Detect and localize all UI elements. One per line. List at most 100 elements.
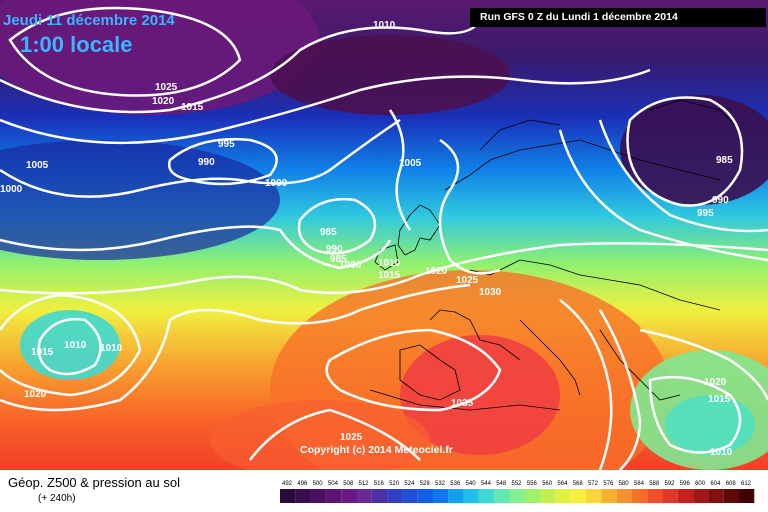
scale-tick-label: 556 [527, 481, 538, 487]
scale-tick-label: 612 [741, 481, 752, 487]
map-canvas: 1010 1025 1020 1015 995 990 1000 1005 10… [0, 0, 768, 470]
forecast-time: 1:00 locale [20, 32, 133, 57]
scale-swatch [417, 489, 433, 503]
scale-swatch [433, 489, 449, 503]
isobar-label: 1010 [373, 20, 396, 31]
scale-tick-label: 608 [726, 481, 737, 487]
scale-tick-label: 512 [359, 481, 370, 487]
isobar-label: 1010 [100, 343, 123, 354]
isobar-label: 1005 [26, 160, 49, 171]
scale-swatch [494, 489, 510, 503]
scale-tick-label: 524 [404, 481, 415, 487]
scale-swatch [570, 489, 586, 503]
scale-tick-label: 532 [435, 481, 446, 487]
scale-swatch [463, 489, 479, 503]
scale-swatch [325, 489, 342, 503]
isobar-label: 985 [716, 155, 733, 166]
isobar-label: 1000 [339, 260, 362, 271]
scale-swatch [371, 489, 388, 503]
scale-tick-label: 540 [466, 481, 477, 487]
isobar-label: 990 [326, 244, 343, 255]
isobar-label: 1015 [708, 394, 731, 405]
isobar-label: 1030 [479, 287, 502, 298]
scale-tick-label: 528 [420, 481, 431, 487]
scale-tick-label: 516 [374, 481, 385, 487]
legend-subtitle: (+ 240h) [38, 493, 76, 504]
isobar-label: 990 [712, 195, 729, 206]
model-run-label: Run GFS 0 Z du Lundi 1 décembre 2014 [470, 8, 766, 27]
copyright-text: Copyright (c) 2014 Meteociel.fr [300, 444, 453, 456]
scale-swatch [540, 489, 556, 503]
isobar-label: 1015 [31, 347, 54, 358]
scale-tick-label: 596 [680, 481, 691, 487]
low-pressure-zone [0, 0, 320, 115]
scale-swatch [616, 489, 632, 503]
scale-tick-label: 544 [481, 481, 492, 487]
scale-swatch [647, 489, 663, 503]
scale-tick-label: 572 [588, 481, 599, 487]
weather-map: 1010 1025 1020 1015 995 990 1000 1005 10… [0, 0, 768, 470]
scale-swatch [555, 489, 571, 503]
scale-swatch [631, 489, 648, 503]
scale-swatch [601, 489, 617, 503]
scale-tick-label: 548 [496, 481, 507, 487]
legend-footer: Géop. Z500 & pression au sol (+ 240h) 49… [0, 470, 768, 512]
scale-swatch [295, 489, 311, 503]
isobar-label: 1015 [378, 270, 401, 281]
scale-tick-label: 600 [695, 481, 706, 487]
scale-tick-label: 568 [573, 481, 584, 487]
scale-tick-label: 552 [512, 481, 523, 487]
scale-tick-label: 560 [542, 481, 553, 487]
isobar-label: 1025 [155, 82, 178, 93]
scale-swatch [524, 489, 541, 503]
scale-tick-label: 604 [710, 481, 721, 487]
scale-swatch [478, 489, 495, 503]
scale-swatch [662, 489, 678, 503]
isobar-label: 1015 [181, 102, 204, 113]
scale-tick-label: 492 [282, 481, 293, 487]
isobar-labels: 1010 1025 1020 1015 995 990 1000 1005 10… [0, 20, 733, 458]
scale-tick-label: 504 [328, 481, 339, 487]
isobar-label: 995 [697, 208, 714, 219]
isobar-label: 1010 [64, 340, 87, 351]
color-scale: 492 496 500 504 508 512 516 520 524 528 532 536 540 5… [280, 481, 755, 503]
isobar-label: 1020 [425, 266, 448, 277]
forecast-date: Jeudi 11 décembre 2014 [3, 12, 175, 29]
scale-tick-label: 592 [665, 481, 676, 487]
scale-swatch [356, 489, 372, 503]
isobar-label: 1020 [24, 389, 47, 400]
isobar-label: 1005 [399, 158, 422, 169]
scale-tick-label: 508 [343, 481, 354, 487]
isobar-label: 1000 [0, 184, 23, 195]
scale-swatch [310, 489, 326, 503]
isobar-label: 1000 [265, 178, 288, 189]
scale-tick-label: 588 [649, 481, 660, 487]
scale-tick-label: 536 [450, 481, 461, 487]
scale-swatch [677, 489, 694, 503]
isobar-label: 1010 [378, 258, 401, 269]
ridge-zone [210, 400, 430, 470]
scale-swatch [448, 489, 464, 503]
isobar-label: 985 [330, 254, 347, 265]
scale-swatch [387, 489, 403, 503]
scale-swatch [723, 489, 739, 503]
scale-tick-label: 564 [557, 481, 568, 487]
scale-swatch [341, 489, 357, 503]
scale-swatch [693, 489, 709, 503]
scale-swatch [280, 489, 296, 503]
isobar-label: 995 [218, 139, 235, 150]
isobars [0, 6, 768, 470]
scale-tick-label: 500 [313, 481, 324, 487]
scale-tick-label: 496 [297, 481, 308, 487]
scale-swatch [586, 489, 602, 503]
scale-tick-label: 580 [619, 481, 630, 487]
scale-swatch [509, 489, 525, 503]
scale-swatch [708, 489, 724, 503]
isobar-label: 1020 [704, 377, 727, 388]
isobar-label: 1025 [456, 275, 479, 286]
scale-tick-label: 520 [389, 481, 400, 487]
low-pressure-zone [620, 95, 768, 205]
isobar-label: 985 [320, 227, 337, 238]
scale-tick-label: 584 [634, 481, 645, 487]
isobar-label: 1010 [710, 447, 733, 458]
